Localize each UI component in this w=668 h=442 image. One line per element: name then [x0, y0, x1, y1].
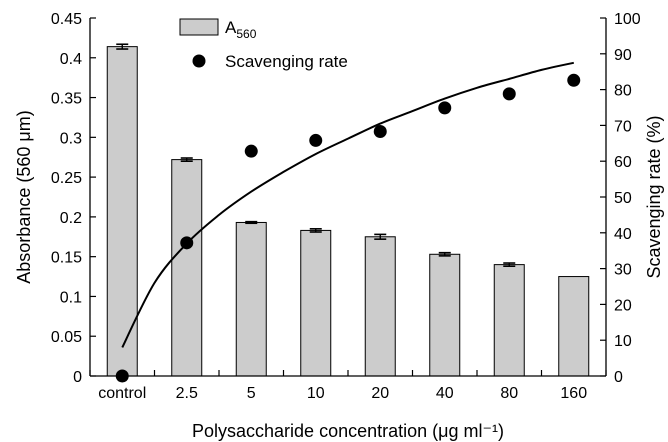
y-right-tick-label-70: 70 [614, 118, 632, 135]
y-right-tick-label-20: 20 [614, 297, 632, 314]
y-axis-right-label: Scavenging rate (%) [644, 115, 664, 278]
trend-line [121, 61, 574, 348]
legend-label-a560-sub: 560 [236, 27, 256, 41]
legend-marker-scavenging [192, 54, 206, 68]
point-80 [502, 87, 516, 101]
legend-swatch-a560 [179, 18, 219, 36]
bar-20 [364, 236, 396, 377]
x-tick-label-5: 5 [247, 385, 256, 402]
y-left-tick-label-0.15: 0.15 [51, 250, 82, 267]
x-tick-label-10: 10 [307, 385, 325, 402]
y-left-tick-label-0.45: 0.45 [51, 11, 82, 28]
x-tick-label-control: control [98, 385, 146, 402]
y-right-tick-label-100: 100 [614, 11, 641, 28]
x-tick-label-20: 20 [371, 385, 389, 402]
y-right-tick-label-50: 50 [614, 190, 632, 207]
legend-label-a560-main: A [225, 18, 237, 37]
legend: A560 Scavenging rate [179, 18, 348, 71]
trend-line-layer [121, 61, 574, 348]
y-left-tick-label-0.05: 0.05 [51, 329, 82, 346]
bar-2.5 [171, 159, 203, 377]
point-40 [438, 101, 452, 115]
y-right-tick-label-10: 10 [614, 333, 632, 350]
point-20 [373, 124, 387, 138]
legend-label-scavenging: Scavenging rate [225, 52, 348, 71]
y-left-tick-label-0.2: 0.2 [60, 210, 82, 227]
bar-5 [235, 221, 267, 377]
error-bars-layer [116, 43, 516, 268]
y-axis-left-label: Absorbance (560 μm) [14, 110, 34, 283]
bar-160 [558, 276, 590, 377]
y-left-tick-label-0.35: 0.35 [51, 91, 82, 108]
y-right-tick-label-90: 90 [614, 47, 632, 64]
y-left-tick-label-0.3: 0.3 [60, 130, 82, 147]
y-left-tick-label-0: 0 [73, 369, 82, 386]
y-left-tick-label-0.4: 0.4 [60, 51, 82, 68]
y-right-tick-label-40: 40 [614, 226, 632, 243]
point-2.5 [180, 236, 194, 250]
bars-layer [106, 46, 590, 377]
bar-control [106, 46, 138, 377]
labels-layer: Polysaccharide concentration (μg ml⁻¹) A… [14, 110, 664, 441]
y-left-tick-label-0.25: 0.25 [51, 170, 82, 187]
points-layer [115, 73, 581, 383]
x-tick-label-80: 80 [500, 385, 518, 402]
x-tick-label-160: 160 [560, 385, 587, 402]
legend-label-a560: A560 [225, 18, 257, 41]
x-axis-label: Polysaccharide concentration (μg ml⁻¹) [192, 421, 504, 441]
y-right-tick-label-60: 60 [614, 154, 632, 171]
point-5 [244, 144, 258, 158]
y-right-tick-label-80: 80 [614, 83, 632, 100]
point-10 [309, 133, 323, 147]
bar-40 [429, 253, 461, 377]
y-right-tick-label-30: 30 [614, 262, 632, 279]
axes-layer: 0 0.05 0.1 0.15 0.2 0.25 0.3 0.35 0.4 0.45 0 10 20 30… [51, 11, 641, 402]
point-160 [567, 73, 581, 87]
y-left-tick-label-0.1: 0.1 [60, 289, 82, 306]
x-tick-label-40: 40 [436, 385, 454, 402]
bar-80 [493, 264, 525, 377]
x-tick-label-2.5: 2.5 [176, 385, 198, 402]
y-right-tick-label-0: 0 [614, 369, 623, 386]
bar-10 [300, 229, 332, 377]
